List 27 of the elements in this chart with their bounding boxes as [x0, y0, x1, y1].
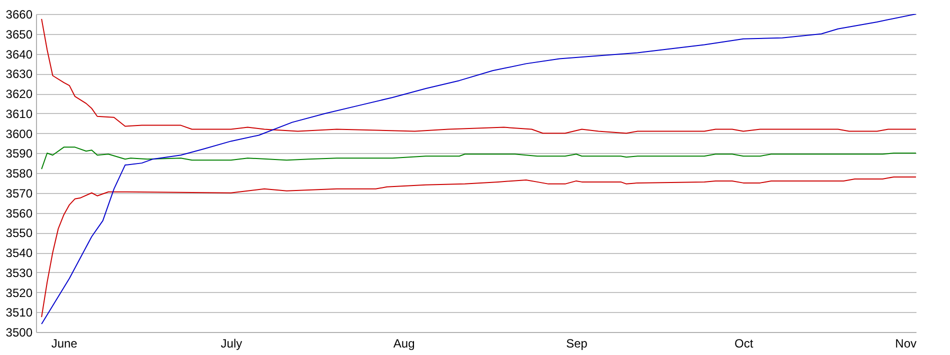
y-tick-label: 3610: [6, 106, 33, 121]
x-tick-label: Nov: [895, 336, 916, 350]
y-tick-label: 3550: [6, 226, 33, 240]
y-tick-label: 3520: [6, 286, 33, 300]
y-tick-label: 3560: [6, 206, 33, 220]
y-tick-label: 3530: [6, 266, 33, 280]
y-tick-label: 3540: [6, 246, 33, 260]
y-tick-label: 3630: [6, 67, 33, 82]
line-series: [41, 176, 916, 318]
y-tick-label: 3660: [6, 8, 33, 22]
y-tick-label: 3640: [6, 47, 33, 62]
x-tick-label: Sep: [566, 336, 588, 350]
x-tick-label: Aug: [393, 336, 415, 350]
y-tick-label: 3600: [6, 126, 33, 141]
line-series: [41, 14, 916, 325]
x-tick-label: July: [220, 336, 242, 350]
y-tick-label: 3590: [6, 146, 33, 161]
line-series: [41, 18, 916, 134]
line-series: [41, 146, 916, 170]
y-tick-label: 3650: [6, 27, 33, 42]
y-tick-label: 3510: [6, 306, 33, 320]
x-tick-label: Oct: [734, 336, 754, 350]
x-tick-label: June: [51, 336, 78, 350]
y-tick-label: 3580: [6, 166, 33, 180]
y-tick-label: 3620: [6, 87, 33, 101]
y-tick-label: 3500: [6, 326, 33, 340]
y-tick-label: 3570: [6, 186, 33, 200]
